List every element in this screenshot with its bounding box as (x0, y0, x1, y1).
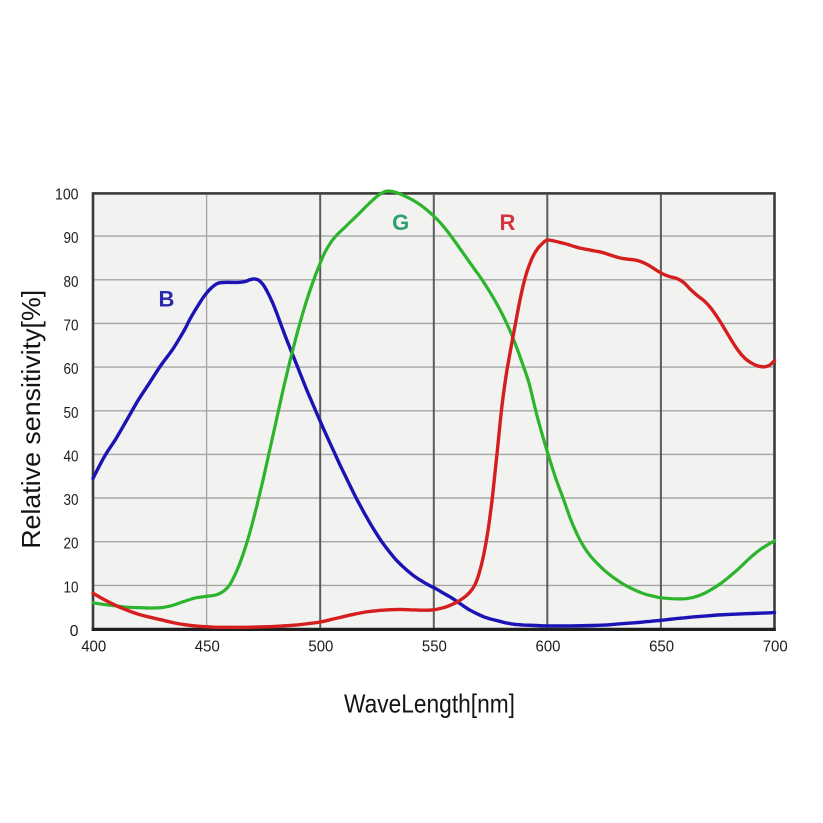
svg-text:G: G (392, 210, 409, 235)
svg-text:700: 700 (763, 638, 788, 655)
svg-text:100: 100 (55, 187, 79, 204)
svg-text:600: 600 (536, 638, 561, 655)
svg-text:70: 70 (64, 317, 79, 334)
svg-text:10: 10 (64, 579, 79, 596)
svg-text:20: 20 (64, 536, 79, 553)
svg-text:0: 0 (70, 623, 79, 640)
svg-text:60: 60 (64, 361, 79, 378)
svg-text:400: 400 (81, 638, 106, 655)
svg-text:450: 450 (195, 638, 220, 655)
svg-text:WaveLength[nm]: WaveLength[nm] (344, 688, 515, 718)
svg-text:Relative sensitivity[%]: Relative sensitivity[%] (16, 290, 46, 549)
svg-text:650: 650 (649, 638, 674, 655)
svg-text:50: 50 (64, 405, 79, 422)
svg-text:B: B (159, 287, 175, 312)
svg-text:80: 80 (64, 274, 79, 291)
svg-text:40: 40 (64, 448, 79, 465)
svg-text:R: R (500, 210, 516, 235)
svg-text:90: 90 (64, 230, 79, 247)
svg-text:30: 30 (64, 492, 79, 509)
svg-text:550: 550 (422, 638, 447, 655)
svg-text:500: 500 (308, 638, 333, 655)
